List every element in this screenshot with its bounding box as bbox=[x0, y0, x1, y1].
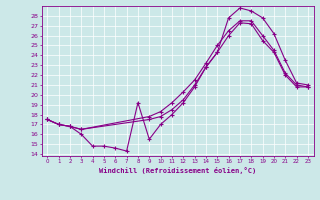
X-axis label: Windchill (Refroidissement éolien,°C): Windchill (Refroidissement éolien,°C) bbox=[99, 167, 256, 174]
